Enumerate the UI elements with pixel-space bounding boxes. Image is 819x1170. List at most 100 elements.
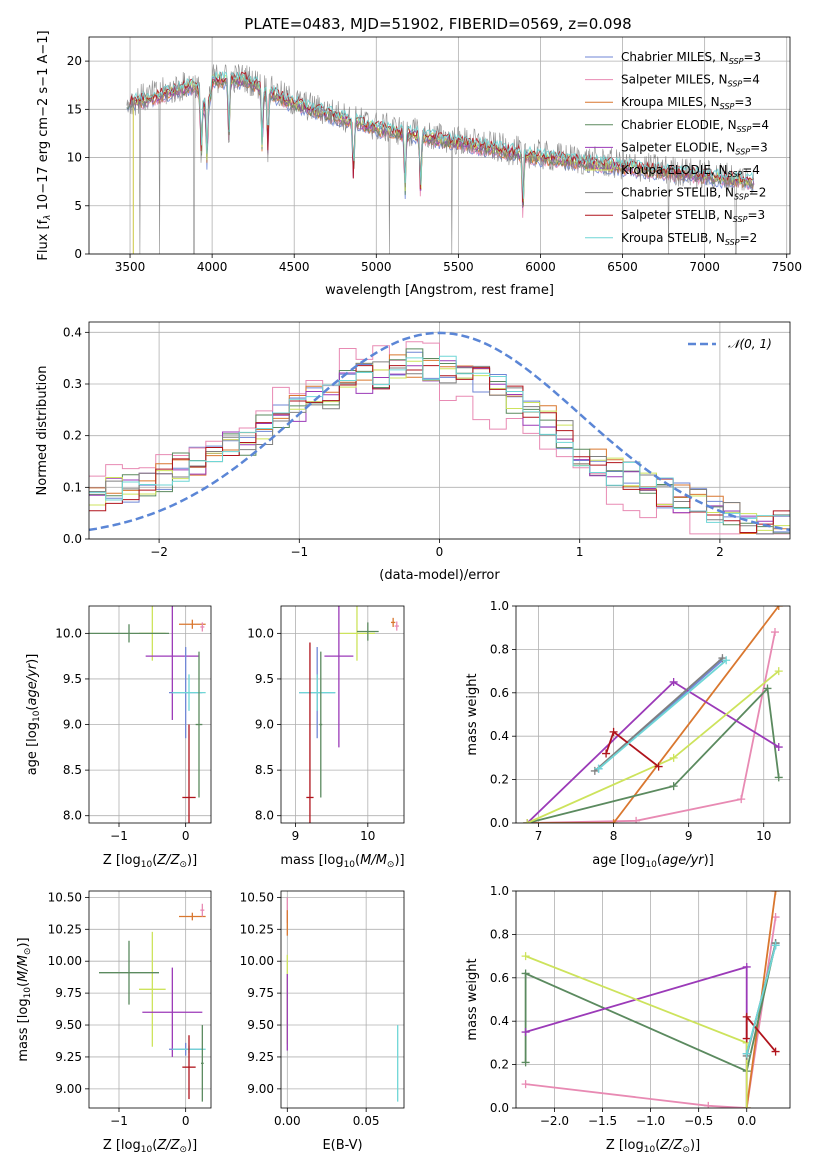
y-tick-label: 10.00 — [48, 954, 82, 968]
axis-label-part: 10 — [32, 710, 42, 722]
errorbars — [299, 606, 399, 823]
y-tick-label: 1.0 — [490, 599, 509, 613]
legend-entry-name: Kroupa MILES, N — [621, 95, 720, 109]
axis-label-part: ( — [152, 1138, 157, 1153]
axis-label-part: ⊙ — [682, 1145, 690, 1155]
weight-lines — [521, 891, 780, 1108]
series-line — [745, 945, 777, 1055]
y-axis-label: Normed distribution — [35, 366, 50, 496]
axis-label-part: 10 — [645, 860, 657, 870]
axis-label-part: 10 — [141, 1145, 153, 1155]
grid — [89, 891, 211, 1108]
axis-label-part: M/M — [16, 955, 31, 982]
legend-entry: Kroupa STELIB, NSSP=2 — [621, 231, 757, 247]
series-marker — [774, 773, 783, 782]
series-marker — [770, 628, 779, 637]
x-tick-label: −2.0 — [540, 1114, 569, 1128]
y-tick-label: 0.4 — [490, 1014, 509, 1028]
axes-frame — [280, 890, 405, 1109]
errorbars — [286, 897, 399, 1102]
x-tick-label: 0 — [182, 1114, 190, 1128]
series-marker — [722, 656, 731, 665]
grid — [516, 890, 790, 1109]
y-tick-label: 9.75 — [247, 986, 274, 1000]
figure-title: PLATE=0483, MJD=51902, FIBERID=0569, z=0… — [244, 15, 631, 33]
axis-label-part: )] — [690, 1138, 700, 1153]
legend-entry: Chabrier MILES, NSSP=3 — [621, 50, 761, 66]
legend-entry-count: =4 — [742, 163, 760, 177]
axis-label-part: s — [36, 87, 51, 98]
legend-entry-name: Kroupa STELIB, N — [621, 231, 725, 245]
residual-histogram-panel: −2 −1 0 1 2 0.0 0.1 0.2 0.3 0.4 𝒩(0, 1) (data-model… — [35, 321, 791, 583]
axes-frame — [515, 890, 791, 1109]
legend-entry: Chabrier STELIB, NSSP=2 — [621, 186, 766, 202]
series-line — [525, 955, 748, 1108]
y-axis-label: Flux [fλ 10−17 erg cm−2 s−1 A−1] — [36, 30, 53, 260]
axis-label-part: )] — [704, 853, 714, 868]
x-tick-label: 0.05 — [353, 1114, 380, 1128]
series-marker — [742, 1012, 751, 1021]
y-tick-label: 10.0 — [55, 626, 82, 640]
axis-label-part: age [log — [592, 853, 645, 868]
y-tick-label: 0.2 — [490, 773, 509, 787]
axes-frame — [88, 890, 212, 1109]
y-tick-label: 20 — [67, 54, 82, 68]
legend-entry-name: Salpeter STELIB, N — [621, 208, 733, 222]
y-axis-label: mass weight — [465, 958, 480, 1040]
axes-frame — [88, 321, 791, 540]
series-marker — [654, 762, 663, 771]
axis-label-part: ] — [36, 30, 51, 35]
y-tick-label: 0.2 — [63, 429, 82, 443]
histograms — [89, 331, 790, 535]
axis-label-part: ( — [25, 706, 40, 711]
legend-entry-count: =4 — [751, 118, 769, 132]
x-tick-label: 0 — [182, 829, 190, 843]
x-tick-label: 9 — [292, 829, 300, 843]
axis-label-part: Z/Z — [156, 1138, 180, 1153]
axis-label-part: ( — [657, 853, 662, 868]
x-tick-label: −0.5 — [684, 1114, 713, 1128]
series-marker — [523, 819, 532, 823]
x-tick-label: 10 — [360, 829, 375, 843]
y-tick-label: 0.3 — [63, 377, 82, 391]
axis-label-part: Z/Z — [659, 1138, 683, 1153]
y-tick-label: 0.0 — [490, 816, 509, 830]
y-tick-label: 9.5 — [255, 672, 274, 686]
legend-entry-count: =4 — [742, 73, 760, 87]
legend-entry-count: =3 — [747, 208, 765, 222]
y-tick-label: 8.0 — [63, 809, 82, 823]
legend-entry: Kroupa ELODIE, NSSP=4 — [621, 163, 760, 179]
x-tick-label: 3500 — [115, 260, 146, 274]
series-line — [525, 916, 777, 1108]
y-tick-label: 0.1 — [63, 480, 82, 494]
axis-label-part: age [log — [25, 722, 40, 775]
y-tick-label: 0 — [74, 247, 82, 261]
legend-entry-count: =3 — [734, 95, 752, 109]
y-tick-label: 10.50 — [48, 890, 82, 904]
axis-label-part: M/M — [360, 853, 387, 868]
legend-entry-count: =2 — [749, 186, 767, 200]
series-line — [594, 657, 723, 772]
axis-label-part: −2 — [36, 98, 51, 117]
y-tick-label: 8.5 — [255, 763, 274, 777]
series-marker — [521, 1058, 530, 1067]
axis-label-part: Z [log — [103, 853, 141, 868]
grid — [281, 606, 404, 823]
x-tick-label: −1.5 — [588, 1114, 617, 1128]
y-axis-label: mass weight — [465, 673, 480, 755]
axis-label-part: ⊙ — [387, 860, 395, 870]
y-tick-label: 0.8 — [490, 642, 509, 656]
legend-entry: 𝒩(0, 1) — [728, 337, 772, 351]
series-line — [524, 942, 777, 1073]
y-tick-label: 10.50 — [240, 890, 274, 904]
series-marker — [521, 1080, 530, 1089]
series-marker — [742, 1104, 751, 1108]
y-tick-label: 5 — [74, 199, 82, 213]
x-tick-label: 1 — [576, 545, 584, 559]
y-tick-label: 15 — [67, 102, 82, 116]
axes-frame — [88, 36, 791, 255]
x-tick-label: −1.0 — [636, 1114, 665, 1128]
x-axis-label: age [log10(age/yr)] — [592, 853, 714, 870]
x-tick-label: 4000 — [197, 260, 228, 274]
